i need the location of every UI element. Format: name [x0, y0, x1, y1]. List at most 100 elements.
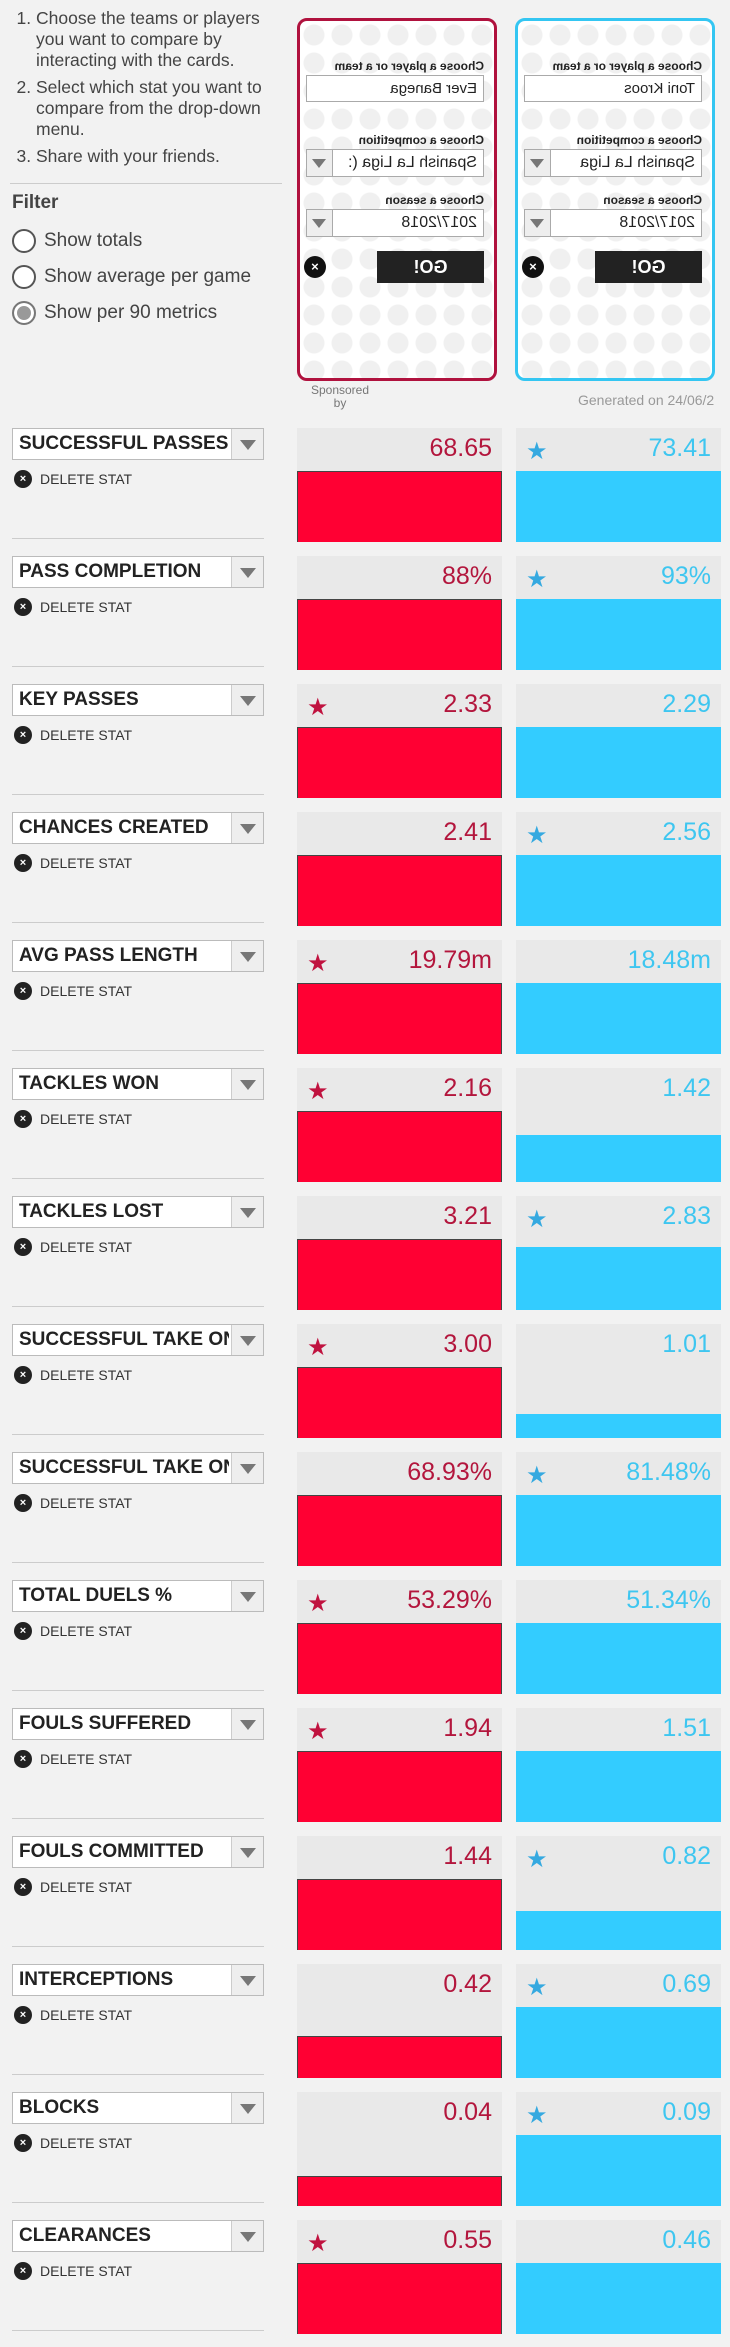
stat-value-left: 53.29%: [407, 1586, 492, 1614]
go-button[interactable]: GO!: [377, 251, 484, 283]
radio-per90[interactable]: [12, 301, 36, 325]
close-icon: ×: [14, 1878, 32, 1896]
stat-bar-right: [516, 1911, 721, 1950]
competition-select[interactable]: Spanish La Liga: [524, 149, 702, 177]
close-icon[interactable]: ×: [522, 256, 544, 278]
filter-option-average[interactable]: Show average per game: [12, 265, 251, 289]
chevron-down-icon[interactable]: [525, 210, 551, 236]
stat-select[interactable]: SUCCESSFUL PASSES: [12, 428, 264, 460]
stat-select[interactable]: FOULS SUFFERED: [12, 1708, 264, 1740]
season-select[interactable]: 2017/2018: [306, 209, 484, 237]
stat-panel-left: 68.65: [297, 428, 502, 542]
delete-stat-button[interactable]: × DELETE STAT: [14, 1494, 132, 1512]
radio-average[interactable]: [12, 265, 36, 289]
delete-stat-button[interactable]: × DELETE STAT: [14, 2262, 132, 2280]
season-value: 2017/2018: [619, 214, 695, 231]
stat-panel-left: 0.04: [297, 2092, 502, 2206]
delete-stat-button[interactable]: × DELETE STAT: [14, 1366, 132, 1384]
stat-select[interactable]: INTERCEPTIONS: [12, 1964, 264, 1996]
chevron-down-icon[interactable]: [231, 1581, 263, 1611]
stat-row: FOULS COMMITTED × DELETE STAT 1.44 ★ 0.82: [0, 1836, 730, 1964]
stat-bar-right: [516, 1247, 721, 1310]
delete-stat-button[interactable]: × DELETE STAT: [14, 1878, 132, 1896]
chevron-down-icon[interactable]: [231, 2093, 263, 2123]
filter-option-per90[interactable]: Show per 90 metrics: [12, 301, 217, 325]
chevron-down-icon[interactable]: [307, 150, 333, 176]
chevron-down-icon[interactable]: [231, 1965, 263, 1995]
chevron-down-icon[interactable]: [231, 1709, 263, 1739]
chevron-down-icon[interactable]: [307, 210, 333, 236]
chevron-down-icon[interactable]: [231, 1453, 263, 1483]
stat-select[interactable]: TOTAL DUELS %: [12, 1580, 264, 1612]
stat-row: PASS COMPLETION × DELETE STAT 88% ★ 93%: [0, 556, 730, 684]
divider: [12, 1562, 264, 1563]
chevron-down-icon[interactable]: [231, 557, 263, 587]
stat-select[interactable]: TACKLES WON: [12, 1068, 264, 1100]
stat-bar-right: [516, 1751, 721, 1822]
stat-panel-right: ★ 0.09: [516, 2092, 721, 2206]
delete-stat-button[interactable]: × DELETE STAT: [14, 1238, 132, 1256]
stat-value-left: 2.16: [443, 1074, 492, 1102]
star-icon: ★: [307, 1590, 329, 1617]
stat-select[interactable]: SUCCESSFUL TAKE ONS %: [12, 1452, 264, 1484]
stat-bar-left: [297, 855, 502, 926]
player-input[interactable]: Toni Kroos: [524, 75, 702, 102]
stat-row: TACKLES WON × DELETE STAT ★ 2.16 1.42: [0, 1068, 730, 1196]
chevron-down-icon[interactable]: [231, 1325, 263, 1355]
stat-select[interactable]: TACKLES LOST: [12, 1196, 264, 1228]
chevron-down-icon[interactable]: [231, 685, 263, 715]
chevron-down-icon[interactable]: [231, 1069, 263, 1099]
delete-stat-button[interactable]: × DELETE STAT: [14, 982, 132, 1000]
chevron-down-icon[interactable]: [231, 1837, 263, 1867]
close-icon: ×: [14, 982, 32, 1000]
star-icon: ★: [526, 1846, 548, 1873]
stat-select[interactable]: CHANCES CREATED: [12, 812, 264, 844]
chevron-down-icon[interactable]: [231, 813, 263, 843]
delete-stat-button[interactable]: × DELETE STAT: [14, 470, 132, 488]
player-input[interactable]: Ever Banega: [306, 75, 484, 102]
delete-stat-button[interactable]: × DELETE STAT: [14, 2134, 132, 2152]
stat-select[interactable]: AVG PASS LENGTH: [12, 940, 264, 972]
delete-stat-button[interactable]: × DELETE STAT: [14, 854, 132, 872]
chevron-down-icon[interactable]: [231, 941, 263, 971]
chevron-down-icon[interactable]: [231, 429, 263, 459]
delete-stat-button[interactable]: × DELETE STAT: [14, 1622, 132, 1640]
filter-option-label: Show average per game: [44, 266, 252, 287]
chevron-down-icon[interactable]: [231, 2221, 263, 2251]
close-icon[interactable]: ×: [304, 256, 326, 278]
season-select[interactable]: 2017/2018: [524, 209, 702, 237]
close-icon: ×: [14, 2262, 32, 2280]
chevron-down-icon[interactable]: [231, 1197, 263, 1227]
filter-option-totals[interactable]: Show totals: [12, 229, 142, 253]
stat-bar-right: [516, 1135, 721, 1182]
delete-stat-button[interactable]: × DELETE STAT: [14, 1110, 132, 1128]
season-label: Choose a season: [603, 193, 702, 207]
stat-value-right: 2.83: [662, 1202, 711, 1230]
stat-select[interactable]: KEY PASSES: [12, 684, 264, 716]
close-icon: ×: [14, 1238, 32, 1256]
stat-name: FOULS COMMITTED: [19, 1841, 204, 1862]
star-icon: ★: [307, 694, 329, 721]
stat-panel-left: 68.93%: [297, 1452, 502, 1566]
stat-value-left: 2.41: [443, 818, 492, 846]
player-card-right[interactable]: Choose a player or a team Toni Kroos Cho…: [515, 18, 715, 381]
stat-select[interactable]: FOULS COMMITTED: [12, 1836, 264, 1868]
stat-select[interactable]: SUCCESSFUL TAKE ONS: [12, 1324, 264, 1356]
stat-select[interactable]: CLEARANCES: [12, 2220, 264, 2252]
stat-select[interactable]: PASS COMPLETION: [12, 556, 264, 588]
delete-stat-button[interactable]: × DELETE STAT: [14, 1750, 132, 1768]
stat-panel-right: ★ 93%: [516, 556, 721, 670]
radio-totals[interactable]: [12, 229, 36, 253]
stat-bar-left: [297, 1879, 502, 1950]
stat-bar-right: [516, 983, 721, 1054]
player-card-left[interactable]: Choose a player or a team Ever Banega Ch…: [297, 18, 497, 381]
delete-stat-button[interactable]: × DELETE STAT: [14, 598, 132, 616]
stat-panel-left: 2.41: [297, 812, 502, 926]
delete-stat-button[interactable]: × DELETE STAT: [14, 726, 132, 744]
chevron-down-icon[interactable]: [525, 150, 551, 176]
stat-select[interactable]: BLOCKS: [12, 2092, 264, 2124]
competition-select[interactable]: Spanish La Liga (:: [306, 149, 484, 177]
go-button[interactable]: GO!: [595, 251, 702, 283]
stat-row: SUCCESSFUL TAKE ONS × DELETE STAT ★ 3.00 1.01: [0, 1324, 730, 1452]
delete-stat-button[interactable]: × DELETE STAT: [14, 2006, 132, 2024]
